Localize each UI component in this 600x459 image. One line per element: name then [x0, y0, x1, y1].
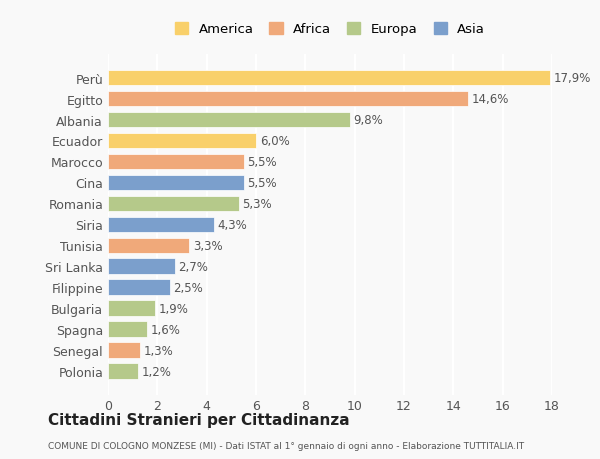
Bar	[108, 175, 244, 191]
Bar	[108, 71, 550, 86]
Text: 1,3%: 1,3%	[144, 344, 173, 357]
Bar	[108, 280, 170, 296]
Text: Cittadini Stranieri per Cittadinanza: Cittadini Stranieri per Cittadinanza	[48, 412, 350, 427]
Text: 17,9%: 17,9%	[553, 72, 590, 85]
Bar	[108, 91, 468, 107]
Text: 5,3%: 5,3%	[242, 197, 272, 211]
Bar	[108, 217, 214, 233]
Text: 2,5%: 2,5%	[173, 281, 203, 294]
Text: 4,3%: 4,3%	[218, 218, 248, 231]
Legend: America, Africa, Europa, Asia: America, Africa, Europa, Asia	[170, 17, 490, 41]
Text: 9,8%: 9,8%	[353, 114, 383, 127]
Bar	[108, 364, 137, 379]
Bar	[108, 301, 155, 317]
Text: 1,2%: 1,2%	[142, 365, 171, 378]
Bar	[108, 322, 148, 337]
Bar	[108, 343, 140, 358]
Text: 1,6%: 1,6%	[151, 323, 181, 336]
Bar	[108, 238, 190, 254]
Text: 5,5%: 5,5%	[247, 156, 277, 168]
Text: 3,3%: 3,3%	[193, 239, 223, 252]
Text: COMUNE DI COLOGNO MONZESE (MI) - Dati ISTAT al 1° gennaio di ogni anno - Elabora: COMUNE DI COLOGNO MONZESE (MI) - Dati IS…	[48, 441, 524, 450]
Text: 2,7%: 2,7%	[178, 260, 208, 273]
Bar	[108, 154, 244, 170]
Text: 5,5%: 5,5%	[247, 177, 277, 190]
Text: 6,0%: 6,0%	[260, 134, 289, 148]
Bar	[108, 259, 175, 274]
Text: 1,9%: 1,9%	[158, 302, 188, 315]
Text: 14,6%: 14,6%	[472, 93, 509, 106]
Bar	[108, 196, 239, 212]
Bar	[108, 133, 256, 149]
Bar	[108, 112, 350, 128]
